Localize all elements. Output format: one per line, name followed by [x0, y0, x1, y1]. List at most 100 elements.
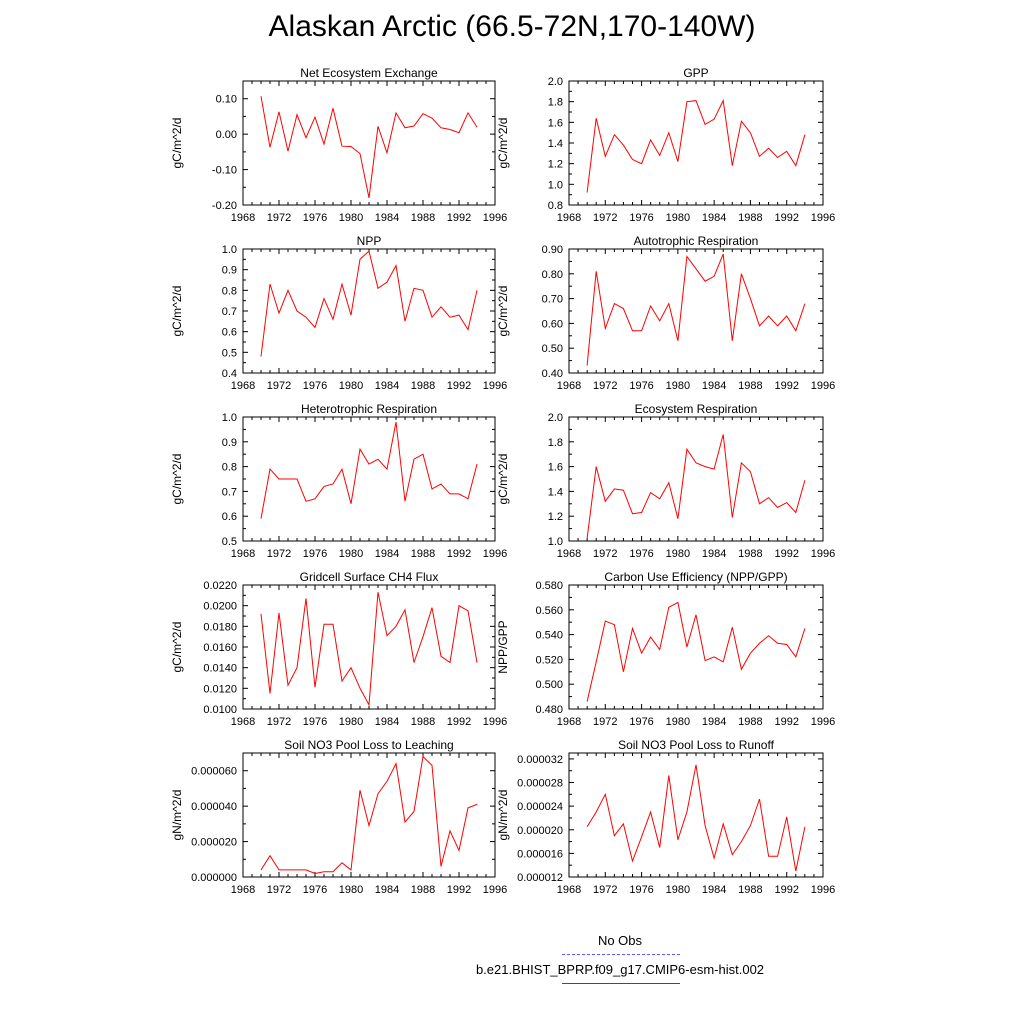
y-tick-label: 0.000000 — [191, 872, 237, 884]
x-tick-label: 1972 — [267, 716, 291, 728]
x-tick-label: 1972 — [267, 212, 291, 224]
panel-5: 1968 1972 1976 1980 1984 1988 1992 1996 0.5 0.6 0.… — [170, 402, 507, 560]
y-tick-label: 0.500 — [535, 679, 563, 691]
x-tick-label: 1980 — [339, 212, 363, 224]
plot-frame — [568, 80, 824, 206]
legend-line-model — [562, 983, 680, 984]
plot-frame — [568, 416, 824, 542]
y-axis-label: NPP/GPP — [496, 620, 510, 673]
legend-label-no-obs: No Obs — [597, 933, 643, 948]
y-tick-label: 1.2 — [548, 511, 563, 523]
y-tick-label: 1.6 — [548, 117, 563, 129]
x-tick-label: 1996 — [483, 884, 507, 896]
x-tick-label: 1980 — [666, 716, 690, 728]
x-tick-label: 1992 — [774, 548, 798, 560]
y-tick-label: 0.000020 — [517, 825, 563, 837]
y-tick-label: 0.0100 — [203, 704, 237, 716]
x-tick-label: 1976 — [629, 716, 653, 728]
panel-1: 1968 1972 1976 1980 1984 1988 1992 1996 -0.20 -0.… — [170, 66, 507, 224]
legend-label-model: b.e21.BHIST_BPRP.f09_g17.CMIP6-esm-hist.… — [475, 962, 765, 977]
x-tick-label: 1980 — [339, 548, 363, 560]
series-line — [260, 755, 478, 875]
panel-10: 1968 1972 1976 1980 1984 1988 1992 1996 0.000012… — [496, 738, 835, 896]
x-tick-label: 1988 — [411, 716, 435, 728]
x-tick-label: 1968 — [231, 380, 255, 392]
y-tick-label: 0.0220 — [203, 580, 237, 592]
x-tick-label: 1980 — [666, 548, 690, 560]
y-tick-label: 0.540 — [535, 630, 563, 642]
y-tick-label: 0.560 — [535, 605, 563, 617]
x-tick-label: 1988 — [411, 884, 435, 896]
y-tick-label: 0.000040 — [191, 801, 237, 813]
x-tick-label: 1980 — [666, 884, 690, 896]
plot-frame — [242, 248, 496, 374]
y-tick-label: 0.580 — [535, 580, 563, 592]
y-tick-label: 0.50 — [542, 343, 563, 355]
y-axis-label: gC/m^2/d — [170, 286, 184, 337]
y-tick-label: 0.5 — [222, 536, 237, 548]
x-tick-label: 1968 — [557, 716, 581, 728]
x-tick-label: 1992 — [447, 884, 471, 896]
x-tick-label: 1996 — [811, 212, 835, 224]
panel-9: 1968 1972 1976 1980 1984 1988 1992 1996 0.000000… — [170, 738, 507, 896]
x-tick-label: 1976 — [629, 380, 653, 392]
x-tick-label: 1992 — [447, 212, 471, 224]
x-tick-label: 1996 — [483, 716, 507, 728]
x-tick-label: 1992 — [447, 716, 471, 728]
x-tick-label: 1996 — [483, 548, 507, 560]
y-tick-label: 0.00 — [216, 129, 237, 141]
x-tick-label: 1984 — [375, 716, 399, 728]
panel-6: 1968 1972 1976 1980 1984 1988 1992 1996 1.0 1.2 1.… — [496, 402, 835, 560]
x-tick-label: 1976 — [303, 884, 327, 896]
x-tick-label: 1984 — [702, 212, 726, 224]
x-tick-label: 1996 — [483, 380, 507, 392]
x-tick-label: 1980 — [339, 884, 363, 896]
x-tick-label: 1972 — [593, 716, 617, 728]
x-tick-label: 1996 — [483, 212, 507, 224]
y-tick-label: 0.90 — [542, 244, 563, 256]
y-axis-label: gN/m^2/d — [170, 790, 184, 841]
y-tick-label: 1.0 — [548, 536, 563, 548]
y-tick-label: 0.8 — [222, 285, 237, 297]
y-axis-label: gC/m^2/d — [496, 454, 510, 505]
y-tick-label: 0.000024 — [517, 801, 563, 813]
x-tick-label: 1988 — [411, 212, 435, 224]
y-tick-label: 0.60 — [542, 318, 563, 330]
panel-8: 1968 1972 1976 1980 1984 1988 1992 1996 0.480 0.5… — [496, 570, 835, 728]
y-tick-label: 0.000012 — [517, 872, 563, 884]
y-tick-label: 0.0200 — [203, 601, 237, 613]
x-tick-label: 1984 — [702, 380, 726, 392]
x-tick-label: 1972 — [593, 548, 617, 560]
x-tick-label: 1984 — [375, 884, 399, 896]
panel-title: Soil NO3 Pool Loss to Leaching — [284, 738, 453, 752]
figure-title: Alaskan Arctic (66.5-72N,170-140W) — [268, 10, 756, 43]
y-tick-label: 0.000016 — [517, 848, 563, 860]
panel-title: Heterotrophic Respiration — [301, 402, 437, 416]
y-tick-label: 0.80 — [542, 269, 563, 281]
x-tick-label: 1992 — [774, 884, 798, 896]
y-tick-label: 0.0160 — [203, 642, 237, 654]
y-tick-label: 1.4 — [548, 138, 563, 150]
y-axis-label: gC/m^2/d — [170, 622, 184, 673]
x-tick-label: 1976 — [303, 548, 327, 560]
x-tick-label: 1972 — [267, 380, 291, 392]
y-tick-label: 0.000028 — [517, 778, 563, 790]
series-line — [586, 253, 806, 366]
series-line — [260, 250, 478, 357]
y-tick-label: 0.9 — [222, 437, 237, 449]
y-tick-label: 0.000060 — [191, 766, 237, 778]
x-tick-label: 1968 — [231, 884, 255, 896]
x-tick-label: 1976 — [629, 548, 653, 560]
plot-frame — [568, 752, 824, 878]
x-tick-label: 1988 — [738, 548, 762, 560]
x-tick-label: 1984 — [702, 884, 726, 896]
y-tick-label: 0.9 — [222, 265, 237, 277]
x-tick-label: 1988 — [738, 716, 762, 728]
y-tick-label: 1.8 — [548, 437, 563, 449]
x-tick-label: 1996 — [811, 380, 835, 392]
x-tick-label: 1988 — [411, 380, 435, 392]
series-line — [260, 96, 478, 198]
y-tick-label: 0.0140 — [203, 663, 237, 675]
y-tick-label: 0.520 — [535, 654, 563, 666]
y-tick-label: 1.4 — [548, 486, 563, 498]
